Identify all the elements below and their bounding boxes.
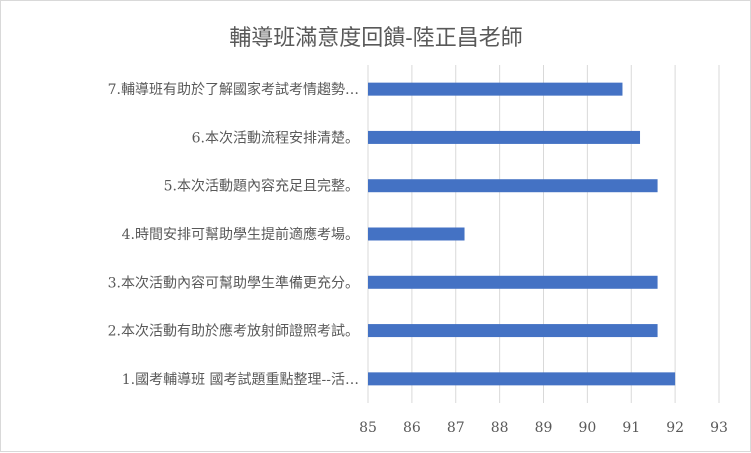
category-label: 7.輔導班有助於了解國家考試考情趨勢… [108,81,359,98]
category-label: 4.時間安排可幫助學生提前適應考場。 [122,226,359,243]
category-labels: 1.國考輔導班 國考試題重點整理--活… 2.本次活動有助於應考放射師證照考試。 3… [108,81,359,388]
x-axis-ticks: 85 86 87 88 89 90 91 92 93 [359,420,728,436]
x-tick-label: 91 [622,420,640,436]
x-tick-label: 86 [403,420,421,436]
category-label: 3.本次活動內容可幫助學生準備更充分。 [108,274,359,291]
x-tick-label: 93 [710,420,728,436]
category-label: 1.國考輔導班 國考試題重點整理--活… [122,372,359,388]
bar-1 [368,372,676,386]
x-tick-label: 89 [535,420,553,436]
bar-6 [368,130,641,144]
chart-title: 輔導班滿意度回饋-陸正昌老師 [229,26,522,51]
category-label: 2.本次活動有助於應考放射師證照考試。 [108,323,359,340]
grid-lines [367,65,720,403]
x-tick-label: 88 [491,420,509,436]
category-label: 6.本次活動流程安排清楚。 [192,130,359,146]
x-tick-label: 87 [447,420,465,436]
bar-3 [368,275,658,289]
bar-7 [368,82,623,96]
x-tick-label: 90 [578,420,596,436]
bar-4 [368,227,465,241]
bar-2 [368,324,658,338]
x-tick-label: 92 [666,420,684,436]
category-label: 5.本次活動題內容充足且完整。 [164,178,359,195]
x-tick-label: 85 [359,420,377,436]
bar-5 [368,179,658,193]
bars [368,82,676,386]
